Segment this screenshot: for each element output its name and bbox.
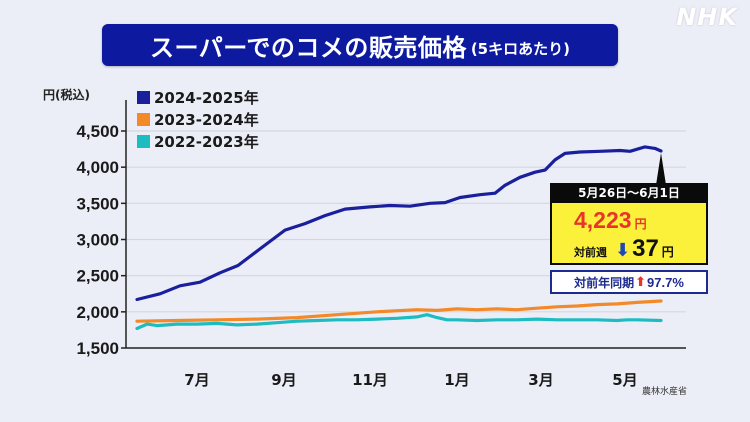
y-tick-label: 2,500 xyxy=(76,267,119,286)
legend-item-2024-2025: 2024-2025年 xyxy=(137,86,259,108)
chart-title-banner: スーパーでのコメの販売価格 (5キロあたり) xyxy=(102,24,618,66)
arrow-up-icon: ⬆ xyxy=(635,274,647,290)
series-line-2024-2025 xyxy=(135,145,663,302)
series-line-2022-2023 xyxy=(135,313,663,331)
series-lines xyxy=(135,145,663,331)
y-axis-label: 円(税込) xyxy=(43,88,90,102)
latest-value-pointer xyxy=(656,153,666,185)
latest-price-callout: 5月26日〜6月1日 4,223 円 対前週 ⬇ 37 円 対前年同期 ⬆ 97.… xyxy=(550,183,708,294)
legend-label: 2023-2024年 xyxy=(154,110,259,129)
yoy-value: 97.7% xyxy=(647,274,684,290)
y-axis-ticks: 1,500 2,000 2,500 3,000 3,500 4,000 4,500 xyxy=(76,122,126,358)
legend-label: 2024-2025年 xyxy=(154,88,259,107)
x-tick-label: 11月 xyxy=(352,371,388,389)
legend-label: 2022-2023年 xyxy=(154,132,259,151)
y-tick-label: 2,000 xyxy=(76,303,119,322)
latest-price-unit: 円 xyxy=(634,217,647,231)
legend: 2024-2025年 2023-2024年 2022-2023年 xyxy=(137,86,259,152)
series-line-2023-2024 xyxy=(135,299,663,323)
chart-title: スーパーでのコメの販売価格 xyxy=(150,33,467,62)
x-tick-label: 1月 xyxy=(444,371,469,389)
week-over-week-change: 対前週 ⬇ 37 円 xyxy=(574,235,674,263)
callout-pointer xyxy=(656,153,666,185)
source-credit: 農林水産省 xyxy=(642,387,688,397)
legend-swatch-2022-2023 xyxy=(137,134,150,148)
y-tick-label: 3,000 xyxy=(76,231,119,250)
legend-item-2023-2024: 2023-2024年 xyxy=(137,108,259,130)
x-tick-label: 3月 xyxy=(528,371,553,389)
week-change-unit: 円 xyxy=(661,245,674,259)
chart-subtitle: (5キロあたり) xyxy=(470,39,570,58)
x-tick-label: 5月 xyxy=(612,371,637,389)
week-change-value: 37 xyxy=(632,235,659,262)
week-change-label: 対前週 xyxy=(574,246,607,259)
y-tick-label: 4,500 xyxy=(76,122,119,141)
x-tick-label: 7月 xyxy=(184,371,209,389)
nhk-logo: NHK xyxy=(676,3,738,31)
x-axis-ticks: 7月 9月 11月 1月 3月 5月 xyxy=(184,371,637,389)
x-tick-label: 9月 xyxy=(271,371,296,389)
yoy-label: 対前年同期 xyxy=(574,275,635,290)
latest-price: 4,223 円 xyxy=(574,207,647,234)
legend-swatch-2024-2025 xyxy=(137,90,150,104)
year-over-year-change: 対前年同期 ⬆ 97.7% xyxy=(550,270,708,294)
callout-period: 5月26日〜6月1日 xyxy=(550,183,708,203)
y-tick-label: 1,500 xyxy=(76,339,119,358)
y-tick-label: 3,500 xyxy=(76,194,119,213)
callout-body: 4,223 円 対前週 ⬇ 37 円 xyxy=(550,203,708,265)
axes xyxy=(125,100,686,349)
legend-item-2022-2023: 2022-2023年 xyxy=(137,130,259,152)
latest-price-value: 4,223 xyxy=(574,207,632,233)
arrow-down-icon: ⬇ xyxy=(615,240,631,261)
legend-swatch-2023-2024 xyxy=(137,112,150,126)
y-tick-label: 4,000 xyxy=(76,158,119,177)
